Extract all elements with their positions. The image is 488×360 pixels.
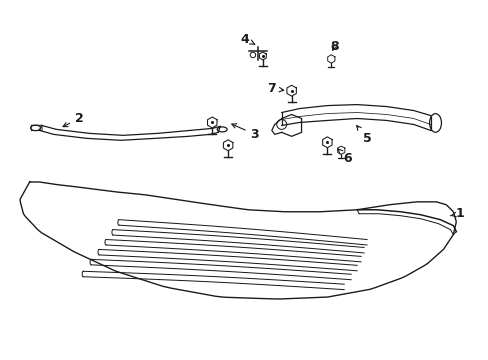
Text: 2: 2 (63, 112, 83, 127)
Text: 8: 8 (329, 40, 338, 53)
Text: 5: 5 (356, 126, 371, 145)
Text: 4: 4 (240, 33, 254, 46)
Text: 1: 1 (449, 207, 464, 220)
Text: 3: 3 (231, 124, 259, 141)
Text: 6: 6 (337, 149, 351, 165)
Text: 7: 7 (267, 82, 283, 95)
